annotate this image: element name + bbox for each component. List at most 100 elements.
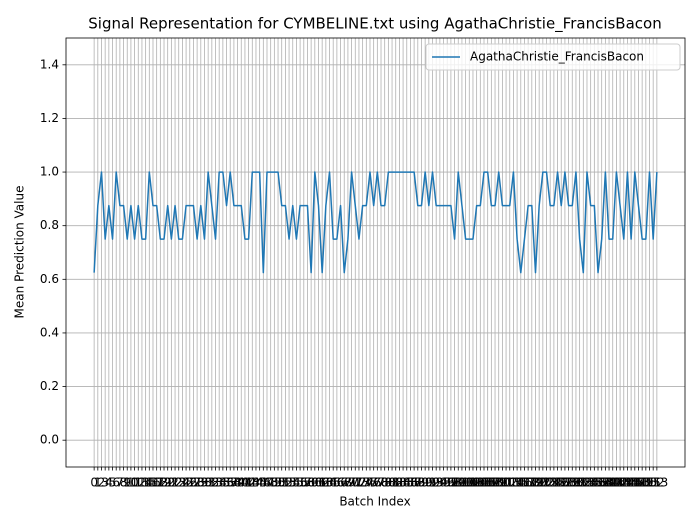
x-tick-label: 42 [241,476,256,490]
x-tick-label: 30 [197,476,212,490]
x-tick-label: 63 [318,476,333,490]
x-tick-label: 102 [458,476,481,490]
x-tick-label: 88 [410,476,425,490]
x-tick-label: 78 [373,476,388,490]
x-tick-label: 152 [642,476,665,490]
x-tick-label: 71 [348,476,363,490]
x-tick-label: 94 [432,476,447,490]
x-tick-label: 60 [307,476,322,490]
x-tick-label: 45 [252,476,267,490]
x-tick-label: 41 [237,476,252,490]
x-tick-label: 36 [219,476,234,490]
y-axis-label: Mean Prediction Value [13,186,27,319]
x-tick-label: 13 [134,476,149,490]
x-tick-label: 8 [120,476,128,490]
x-tick-label: 40 [234,476,249,490]
x-tick-label: 127 [550,476,573,490]
x-tick-label: 27 [186,476,201,490]
x-tick-label: 72 [351,476,366,490]
x-tick-label: 22 [167,476,182,490]
x-tick-label: 11 [127,476,142,490]
x-tick-label: 67 [333,476,348,490]
x-tick-label: 23 [171,476,186,490]
x-tick-label: 109 [484,476,507,490]
x-tick-label: 61 [311,476,326,490]
x-tick-label: 123 [535,476,558,490]
x-tick-label: 106 [473,476,496,490]
y-tick-label: 1.4 [40,57,59,71]
x-tick-label: 28 [189,476,204,490]
y-tick-label: 0.2 [40,379,59,393]
x-tick-label: 128 [553,476,576,490]
x-tick-label: 3 [101,476,109,490]
x-tick-label: 139 [594,476,617,490]
x-tick-label: 54 [285,476,300,490]
x-tick-label: 55 [289,476,304,490]
x-tick-label: 68 [337,476,352,490]
x-tick-label: 146 [620,476,643,490]
x-tick-label: 95 [436,476,451,490]
x-tick-label: 49 [267,476,282,490]
x-tick-label: 124 [539,476,562,490]
x-tick-label: 26 [182,476,197,490]
x-tick-label: 145 [616,476,639,490]
y-tick-label: 0.4 [40,325,59,339]
x-tick-label: 48 [263,476,278,490]
x-tick-label: 119 [520,476,543,490]
x-tick-label: 143 [609,476,632,490]
x-tick-label: 59 [303,476,318,490]
x-tick-label: 83 [392,476,407,490]
x-tick-label: 147 [623,476,646,490]
x-tick-label: 50 [270,476,285,490]
x-tick-label: 19 [156,476,171,490]
x-tick-label: 53 [281,476,296,490]
x-tick-label: 89 [414,476,429,490]
legend-label: AgathaChristie_FrancisBacon [470,50,644,64]
plot-frame [65,37,686,468]
x-tick-label: 5 [109,476,117,490]
x-tick-label: 70 [344,476,359,490]
x-tick-label: 79 [377,476,392,490]
y-tick-label: 1.2 [40,111,59,125]
x-tick-label: 126 [546,476,569,490]
x-tick-label: 56 [292,476,307,490]
x-tick-label: 4 [105,476,113,490]
x-tick-label: 76 [366,476,381,490]
x-tick-label: 1 [94,476,102,490]
x-tick-label: 31 [201,476,216,490]
x-axis-label: Batch Index [339,495,410,509]
x-tick-label: 58 [300,476,315,490]
x-tick-label: 86 [403,476,418,490]
x-tick-label: 105 [469,476,492,490]
x-tick-label: 0 [90,476,98,490]
x-tick-label: 137 [587,476,610,490]
x-tick-label: 57 [296,476,311,490]
x-tick-label: 134 [576,476,599,490]
x-tick-label: 151 [638,476,661,490]
x-tick-label: 15 [142,476,157,490]
x-tick-label: 2 [98,476,106,490]
y-tick-label: 0.8 [40,218,59,232]
x-tick-label: 74 [359,476,374,490]
x-tick-label: 91 [421,476,436,490]
x-tick-label: 144 [612,476,635,490]
x-tick-label: 149 [631,476,654,490]
x-tick-label: 66 [329,476,344,490]
x-tick-label: 92 [425,476,440,490]
x-tick-label: 93 [429,476,444,490]
x-tick-label: 29 [193,476,208,490]
x-tick-label: 77 [370,476,385,490]
x-tick-label: 87 [406,476,421,490]
x-tick-label: 32 [204,476,219,490]
x-tick-label: 33 [208,476,223,490]
x-tick-label: 47 [259,476,274,490]
x-tick-label: 20 [160,476,175,490]
x-tick-label: 44 [248,476,263,490]
x-tick-label: 101 [454,476,477,490]
x-tick-label: 122 [531,476,554,490]
x-tick-label: 90 [418,476,433,490]
x-tick-label: 37 [223,476,238,490]
x-tick-label: 116 [509,476,532,490]
x-tick-label: 99 [451,476,466,490]
x-tick-label: 153 [645,476,668,490]
